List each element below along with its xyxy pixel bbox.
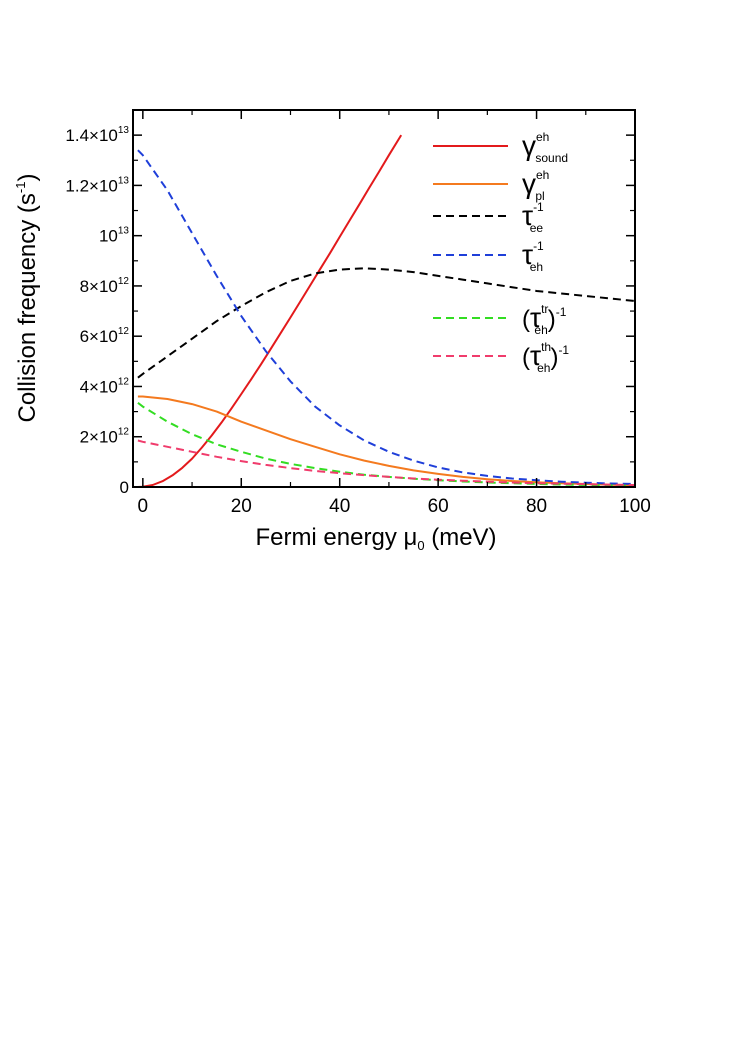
legend-label-gamma_sound: γeh sound: [522, 130, 568, 165]
series-tau_eh_inv: [137, 149, 635, 485]
series-tau_ee_inv: [137, 267, 635, 379]
x-tick-label: 0: [138, 496, 149, 517]
x-tick-label: 100: [619, 496, 651, 517]
series-layer: [137, 134, 635, 487]
y-tick-label: 4×1012: [80, 376, 130, 396]
y-tick-label: 0: [120, 478, 129, 497]
y-tick-label: 1013: [99, 226, 129, 246]
x-tick-label: 80: [526, 496, 547, 517]
legend-label-tau_ee_inv: τ-1 ee: [522, 200, 544, 235]
plot-frame: [132, 109, 636, 488]
y-tick-label: 1.2×1013: [65, 175, 129, 195]
legend-label-tau_eh_th_inv: (τth eh)-1: [522, 340, 569, 375]
y-tick-label: 6×1012: [80, 326, 130, 346]
legend-label-gamma_pl: γeh pl: [522, 168, 549, 203]
x-tick-label: 60: [428, 496, 449, 517]
legend-label-tau_eh_tr_inv: (τtr eh)-1: [522, 302, 567, 337]
series-tau_eh_th_inv: [137, 439, 635, 487]
series-gamma_sound: [137, 134, 403, 487]
x-tick-label: 20: [231, 496, 252, 517]
x-tick-label: 40: [329, 496, 350, 517]
x-axis-label: Fermi energy μ0 (meV): [255, 524, 496, 553]
y-tick-label: 2×1012: [80, 427, 130, 447]
y-tick-label: 8×1012: [80, 276, 130, 296]
series-gamma_pl: [137, 395, 635, 487]
legend: γeh sound γeh plτ-1 ee τ-1 eh (τtr eh)-1(τth eh)-…: [433, 130, 569, 375]
y-tick-label: 1.4×1013: [65, 125, 129, 145]
y-axis-label: Collision frequency (s-1): [13, 174, 41, 423]
ticks-layer: 0 20 40 60 80 100 0 2×1012 4×1012 6×1012 8×1012 101…: [65, 110, 651, 517]
legend-label-tau_eh_inv: τ-1 eh: [522, 239, 544, 274]
series-tau_eh_tr_inv: [137, 402, 635, 487]
